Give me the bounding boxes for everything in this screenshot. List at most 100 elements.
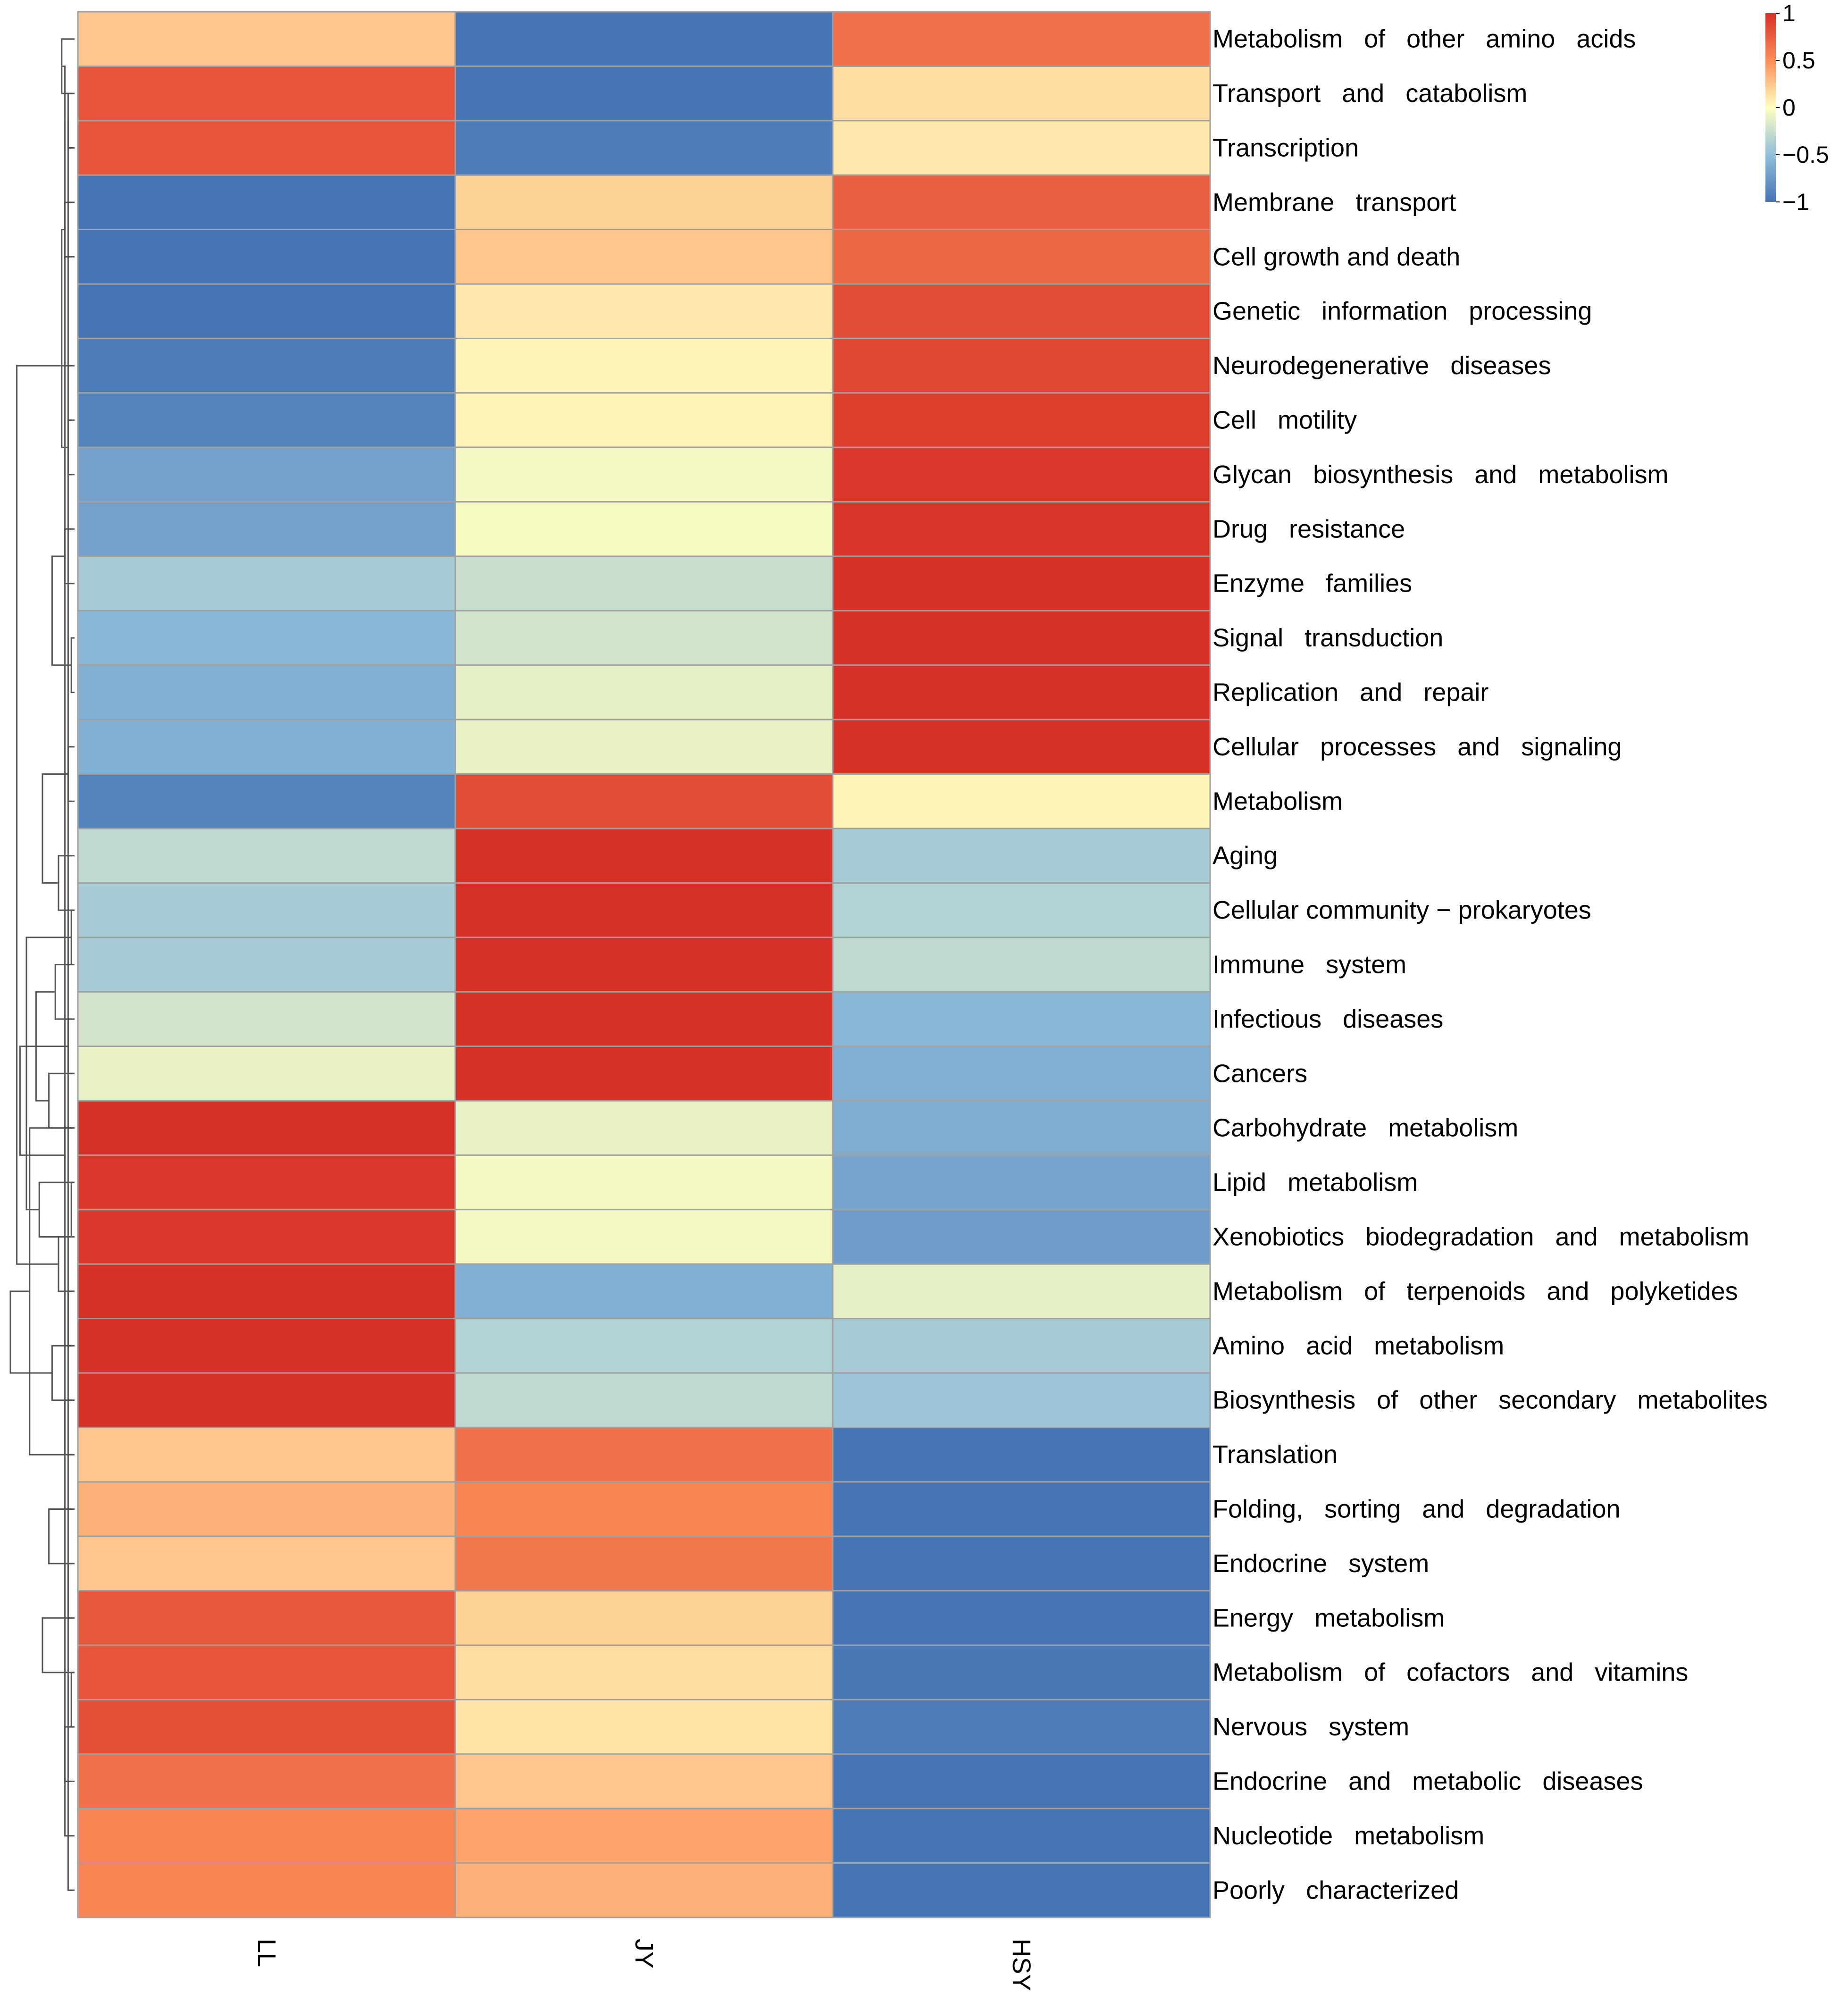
- row-label: Cancers: [1212, 1059, 1307, 1088]
- heatmap-cell: [454, 120, 834, 176]
- heatmap-cell: [832, 229, 1211, 285]
- heatmap-cell: [77, 1318, 456, 1374]
- row-label: Carbohydrate metabolism: [1212, 1114, 1518, 1142]
- heatmap-cell: [832, 1699, 1211, 1755]
- heatmap-cell: [454, 719, 834, 775]
- heatmap-cell: [77, 1535, 456, 1592]
- heatmap-cell: [77, 1426, 456, 1483]
- heatmap-cell: [832, 283, 1211, 339]
- heatmap-cell: [454, 991, 834, 1047]
- heatmap-cell: [454, 392, 834, 448]
- row-label: Cell motility: [1212, 406, 1357, 435]
- heatmap-cell: [454, 1699, 834, 1755]
- heatmap-cell: [77, 555, 456, 611]
- heatmap-cell: [454, 555, 834, 611]
- heatmap-cell: [77, 773, 456, 829]
- heatmap-cell: [77, 392, 456, 448]
- dendrogram-branch: [19, 1046, 68, 1156]
- row-dendrogram: [9, 38, 75, 1891]
- dendrogram-branch: [38, 1181, 75, 1238]
- heatmap-cell: [77, 828, 456, 884]
- heatmap-cell: [454, 610, 834, 666]
- row-label: Membrane transport: [1212, 188, 1456, 217]
- row-label: Glycan biosynthesis and metabolism: [1212, 460, 1668, 489]
- heatmap-cell: [832, 1154, 1211, 1211]
- legend-tick-label: −1: [1782, 189, 1809, 215]
- heatmap-cell: [832, 1372, 1211, 1428]
- heatmap-cell: [832, 1590, 1211, 1646]
- heatmap-cell: [454, 1808, 834, 1864]
- row-label: Metabolism of cofactors and vitamins: [1212, 1658, 1688, 1687]
- heatmap-cell: [77, 1753, 456, 1809]
- dendrogram-branch: [67, 1563, 75, 1619]
- heatmap-cell: [454, 1100, 834, 1156]
- heatmap-cell: [832, 828, 1211, 884]
- row-label: Signal transduction: [1212, 624, 1443, 652]
- heatmap-cell: [832, 937, 1211, 993]
- row-label: Endocrine and metabolic diseases: [1212, 1767, 1643, 1796]
- heatmap-cell: [454, 882, 834, 938]
- dendrogram-branch: [64, 201, 75, 258]
- heatmap-cell: [454, 1154, 834, 1211]
- heatmap-cell: [77, 1699, 456, 1755]
- heatmap-cell: [454, 1426, 834, 1483]
- heatmap-cell: [454, 937, 834, 993]
- heatmap-cell: [832, 991, 1211, 1047]
- dendrogram-branch: [64, 1399, 75, 1456]
- row-label: Metabolism of other amino acids: [1212, 25, 1636, 53]
- heatmap-cell: [77, 1481, 456, 1537]
- row-label: Amino acid metabolism: [1212, 1331, 1504, 1360]
- row-label: Enzyme families: [1212, 569, 1412, 598]
- heatmap-cell: [832, 882, 1211, 938]
- heatmap-cell: [832, 610, 1211, 666]
- color-legend: 1 0.5 0 −0.5 −1: [1765, 0, 1829, 215]
- row-label: Nucleotide metabolism: [1212, 1822, 1484, 1850]
- dendrogram-branch: [67, 419, 75, 476]
- row-label: Xenobiotics biodegradation and metabolis…: [1212, 1223, 1749, 1251]
- heatmap-cell: [832, 392, 1211, 448]
- dendrogram-branch: [67, 92, 75, 149]
- heatmap-cell: [77, 1209, 456, 1265]
- row-label: Cellular community − prokaryotes: [1212, 896, 1591, 924]
- heatmap-cell: [77, 1372, 456, 1428]
- heatmap-cell: [454, 664, 834, 720]
- row-label: Endocrine system: [1212, 1549, 1429, 1578]
- heatmap-cell: [77, 1862, 456, 1918]
- legend-tick-label: 0.5: [1782, 47, 1815, 74]
- heatmap-cell: [454, 1481, 834, 1537]
- heatmap-cell: [77, 1100, 456, 1156]
- row-label: Cellular processes and signaling: [1212, 733, 1622, 761]
- dendrogram-branch: [25, 937, 72, 1211]
- heatmap-cells: [77, 11, 1211, 1918]
- row-label: Transcription: [1212, 134, 1359, 162]
- dendrogram-branch: [51, 1345, 75, 1401]
- heatmap-cell: [77, 882, 456, 938]
- legend-tick-label: 1: [1782, 0, 1796, 26]
- row-label: Genetic information processing: [1212, 297, 1592, 326]
- heatmap-cell: [832, 1644, 1211, 1700]
- dendrogram-branch: [42, 1617, 75, 1674]
- heatmap-cell: [832, 664, 1211, 720]
- heatmap-cell: [77, 991, 456, 1047]
- dendrogram-branch: [67, 120, 75, 1891]
- heatmap-cell: [832, 1426, 1211, 1483]
- heatmap-cell: [832, 1263, 1211, 1320]
- heatmap-cell: [832, 1481, 1211, 1537]
- row-label: Neurodegenerative diseases: [1212, 352, 1551, 380]
- heatmap-cell: [454, 1263, 834, 1320]
- row-label: Immune system: [1212, 951, 1406, 979]
- row-label: Metabolism of terpenoids and polyketides: [1212, 1277, 1738, 1306]
- heatmap-cell: [77, 1590, 456, 1646]
- dendrogram-branch: [48, 1508, 75, 1565]
- heatmap-cell: [832, 773, 1211, 829]
- dendrogram-branch: [70, 637, 75, 693]
- dendrogram-branch: [70, 1181, 75, 1238]
- row-label: Biosynthesis of other secondary metaboli…: [1212, 1386, 1768, 1414]
- heatmap-cell: [77, 229, 456, 285]
- row-label: Lipid metabolism: [1212, 1168, 1418, 1197]
- heatmap-cell: [77, 11, 456, 67]
- dendrogram-branch: [64, 528, 75, 585]
- dendrogram-branch: [9, 1290, 52, 1374]
- heatmap-cell: [832, 1808, 1211, 1864]
